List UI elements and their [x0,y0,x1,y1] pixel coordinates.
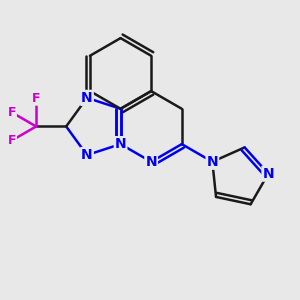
Text: F: F [8,134,16,147]
Text: N: N [81,91,93,105]
Text: F: F [8,106,16,119]
Text: N: N [145,155,157,169]
Text: F: F [32,92,40,105]
Text: N: N [206,155,218,169]
Text: N: N [262,167,274,181]
Text: N: N [115,137,126,151]
Text: N: N [81,148,93,162]
